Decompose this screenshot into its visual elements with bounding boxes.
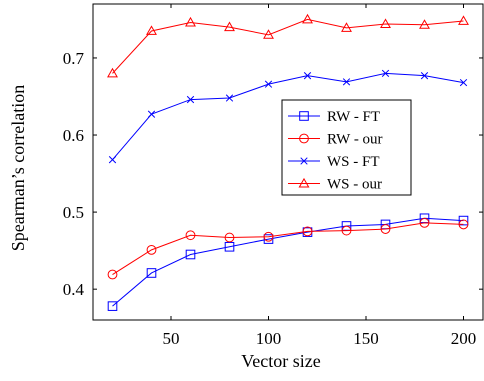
legend-label: RW - our <box>327 132 383 148</box>
data-point <box>108 156 117 164</box>
legend-entry: WS - FT <box>288 154 380 170</box>
x-tick-label: 150 <box>353 329 379 348</box>
series-rw-ft <box>107 213 469 311</box>
data-point <box>224 232 235 243</box>
data-point <box>107 301 118 311</box>
y-tick-label: 0.6 <box>63 126 84 145</box>
y-tick-label: 0.7 <box>63 49 85 68</box>
legend-label: WS - FT <box>327 154 380 170</box>
data-point <box>419 217 430 228</box>
data-point <box>224 21 235 32</box>
series-ws-our <box>107 13 469 78</box>
legend-entry: RW - FT <box>288 109 380 125</box>
data-point <box>458 15 469 25</box>
data-point <box>380 224 391 234</box>
y-tick-label: 0.5 <box>63 203 84 222</box>
data-point <box>263 29 274 39</box>
data-point <box>459 78 468 87</box>
data-point <box>458 219 469 230</box>
data-point <box>381 69 390 78</box>
data-point <box>302 226 313 237</box>
series-line <box>112 222 464 275</box>
legend-entry: WS - our <box>288 177 382 193</box>
data-point <box>380 18 391 28</box>
legend-marker <box>299 111 309 121</box>
data-point <box>302 13 313 24</box>
data-point <box>458 215 469 226</box>
data-point <box>303 72 312 80</box>
data-point <box>225 94 234 102</box>
legend: RW - FT RW - our WS - FT WS - our <box>281 99 412 196</box>
series-line <box>112 217 464 307</box>
data-point <box>263 231 274 242</box>
legend-label: WS - our <box>327 177 382 193</box>
data-point <box>147 110 156 118</box>
series-rw-our <box>107 217 469 280</box>
legend-label: RW - FT <box>327 109 380 125</box>
x-tick-label: 100 <box>256 329 282 348</box>
data-point <box>107 269 118 280</box>
plot-frame <box>92 3 484 321</box>
legend-marker <box>298 177 310 188</box>
data-point <box>146 244 157 255</box>
series-line <box>112 18 464 74</box>
x-axis-label: Vector size <box>241 351 320 371</box>
data-point <box>185 230 196 241</box>
data-point <box>341 225 352 236</box>
series-ws-ft <box>108 69 468 164</box>
data-point <box>224 241 235 252</box>
legend-entry: RW - our <box>288 132 383 148</box>
data-point <box>185 16 196 27</box>
data-point <box>420 72 429 80</box>
x-tick-label: 200 <box>451 329 477 348</box>
series-line <box>112 72 464 161</box>
data-point <box>264 80 273 88</box>
data-point <box>107 67 118 78</box>
data-point <box>185 249 196 260</box>
data-point <box>419 19 430 29</box>
y-tick-label: 0.4 <box>63 280 85 299</box>
x-tick-label: 50 <box>163 329 180 348</box>
data-point <box>186 95 195 104</box>
plot-area <box>92 3 484 321</box>
axis-ticks: 50 100 150 200 0.4 0.5 0.6 0.7 <box>63 4 483 348</box>
legend-marker <box>300 157 308 165</box>
legend-marker <box>299 133 309 144</box>
data-point <box>146 268 157 278</box>
data-point <box>146 25 157 35</box>
data-point <box>342 78 351 86</box>
data-point <box>341 22 352 32</box>
y-axis-label: Spearman’s correlation <box>8 85 28 251</box>
